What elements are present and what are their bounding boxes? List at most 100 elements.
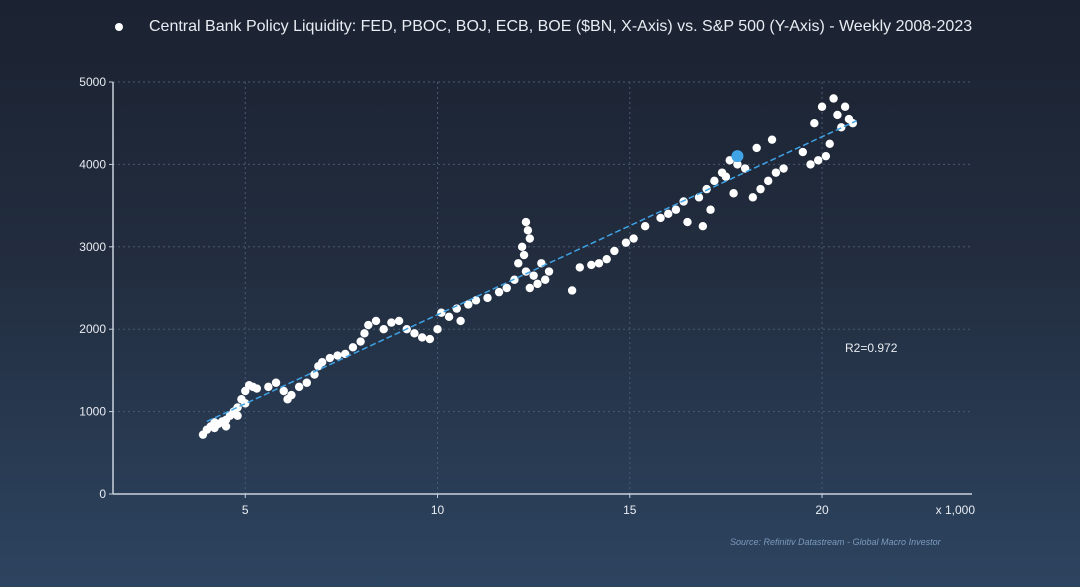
data-point	[544, 267, 554, 276]
data-point	[602, 254, 611, 264]
data-point	[233, 411, 242, 420]
data-point	[348, 343, 358, 352]
data-point	[671, 205, 681, 214]
data-point	[310, 370, 319, 379]
data-point	[379, 325, 388, 334]
data-point	[764, 176, 773, 186]
data-point	[456, 316, 465, 326]
data-point	[798, 147, 808, 157]
data-point	[364, 320, 373, 330]
x-tick-label: 5	[242, 503, 249, 517]
data-point	[221, 422, 231, 431]
data-point	[533, 279, 542, 289]
data-point	[483, 293, 492, 303]
data-point	[525, 234, 535, 243]
data-point	[519, 250, 529, 260]
x-tick-label: 20	[815, 503, 829, 517]
data-point	[825, 139, 834, 148]
data-point	[810, 119, 819, 128]
data-point	[698, 222, 708, 231]
data-point	[241, 399, 250, 408]
data-point	[837, 123, 846, 132]
data-point	[821, 151, 831, 161]
data-point	[371, 316, 381, 326]
data-point	[748, 193, 758, 202]
data-point	[325, 353, 335, 363]
data-point	[829, 94, 838, 103]
data-point	[706, 205, 715, 214]
data-point	[360, 329, 369, 338]
data-point	[514, 259, 523, 268]
data-point	[702, 184, 711, 194]
y-tick-label: 1000	[79, 405, 106, 419]
y-tick-label: 2000	[79, 322, 106, 336]
x-axis-label: x 1,000	[936, 503, 976, 517]
data-point	[529, 271, 538, 280]
data-point	[523, 226, 533, 235]
data-point	[779, 164, 788, 173]
data-point	[210, 418, 219, 427]
trendline	[206, 120, 857, 423]
data-point	[664, 209, 673, 219]
data-point	[233, 403, 242, 412]
data-point	[333, 351, 342, 360]
data-point	[437, 308, 446, 317]
chart-legend: Central Bank Policy Liquidity: FED, PBOC…	[115, 18, 972, 36]
data-point	[294, 382, 304, 392]
data-point	[683, 217, 692, 227]
source-note: Source: Refinitiv Datastream - Global Ma…	[730, 537, 941, 547]
data-point	[621, 238, 631, 247]
data-point	[525, 283, 535, 293]
data-point	[464, 300, 473, 309]
y-tick-label: 3000	[79, 240, 106, 254]
data-point	[817, 102, 827, 111]
data-point	[694, 193, 704, 202]
data-point	[594, 259, 604, 268]
data-point	[471, 296, 481, 305]
data-point	[840, 102, 850, 111]
data-point	[756, 184, 765, 194]
data-point	[710, 176, 719, 186]
data-point	[567, 286, 577, 295]
data-point	[610, 246, 619, 256]
data-point	[521, 217, 531, 227]
data-point	[410, 329, 419, 338]
data-point	[279, 386, 288, 396]
data-point	[302, 378, 311, 387]
data-point	[629, 234, 638, 243]
data-point	[517, 242, 527, 251]
data-point	[833, 110, 842, 120]
data-point	[537, 259, 546, 268]
data-point	[271, 378, 281, 387]
highlight-point	[731, 150, 744, 163]
data-point	[317, 357, 327, 367]
data-point	[264, 382, 273, 392]
data-point	[771, 168, 781, 177]
data-point	[806, 160, 815, 169]
data-point	[387, 318, 396, 327]
data-point	[540, 275, 550, 284]
data-point	[252, 384, 262, 393]
data-point	[656, 213, 665, 223]
data-point	[752, 143, 761, 153]
y-tick-label: 5000	[79, 75, 106, 89]
data-point	[425, 334, 435, 344]
data-point	[813, 156, 823, 165]
data-point	[729, 189, 738, 198]
y-tick-label: 0	[99, 487, 106, 501]
data-point	[417, 333, 427, 342]
data-point	[356, 337, 365, 346]
x-tick-label: 10	[431, 503, 445, 517]
data-point	[444, 312, 454, 322]
data-point	[502, 283, 511, 293]
legend-marker	[115, 23, 123, 31]
data-point	[767, 135, 777, 144]
data-point	[733, 160, 742, 169]
data-point	[394, 316, 404, 326]
x-tick-label: 15	[623, 503, 637, 517]
data-point	[640, 222, 650, 231]
y-tick-label: 4000	[79, 157, 106, 171]
data-point	[587, 260, 596, 270]
data-point	[287, 390, 296, 400]
